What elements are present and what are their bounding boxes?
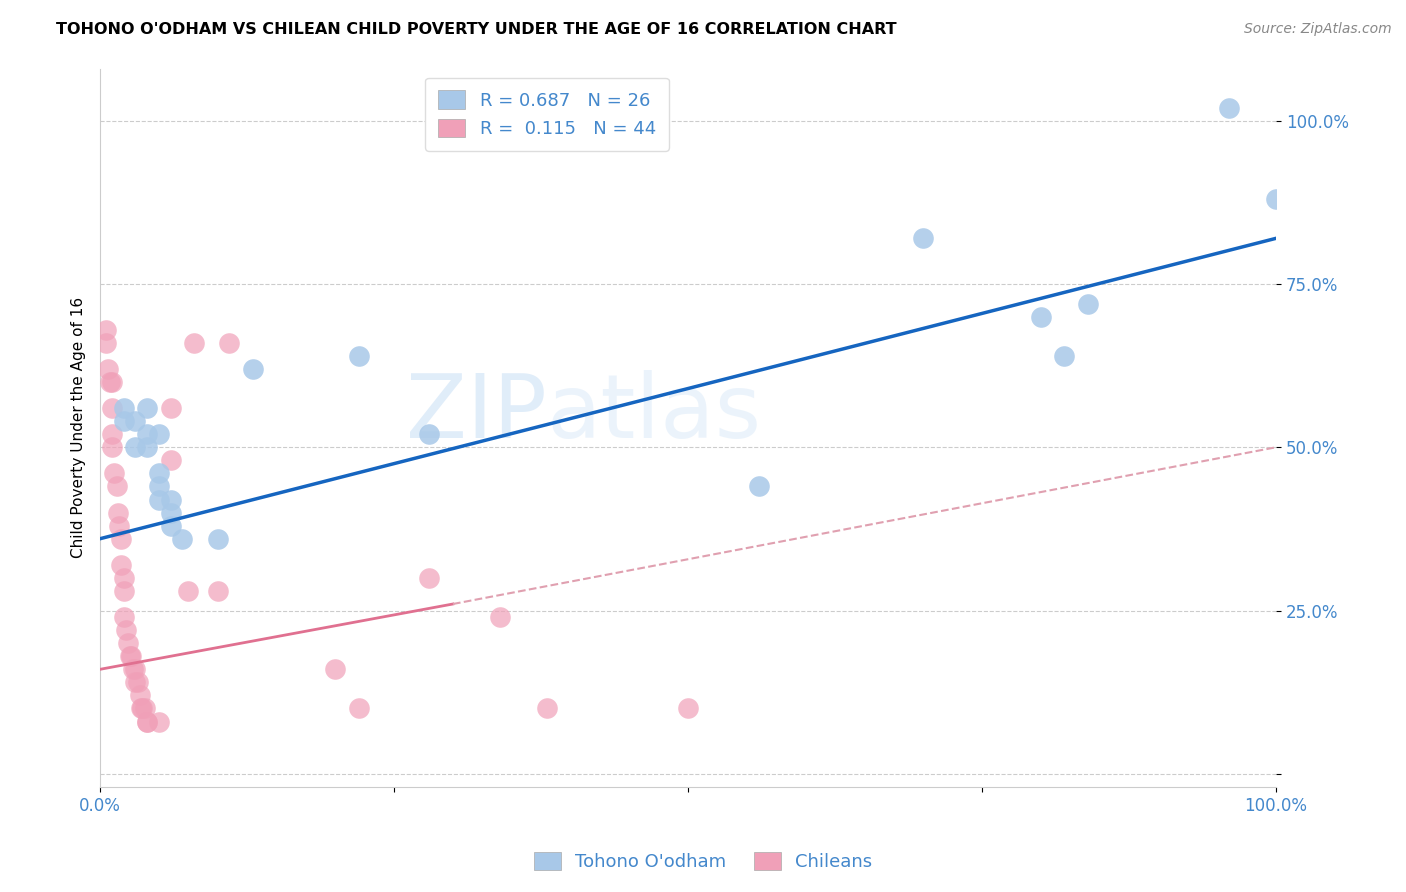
- Point: [676, 701, 699, 715]
- Point: [120, 649, 142, 664]
- Point: [347, 349, 370, 363]
- Point: [418, 571, 440, 585]
- Point: [159, 518, 181, 533]
- Point: [127, 675, 149, 690]
- Point: [136, 427, 159, 442]
- Point: [183, 335, 205, 350]
- Point: [101, 440, 124, 454]
- Point: [207, 583, 229, 598]
- Point: [172, 532, 194, 546]
- Text: atlas: atlas: [547, 370, 762, 457]
- Point: [110, 558, 132, 572]
- Text: ZIP: ZIP: [406, 370, 547, 457]
- Point: [489, 610, 512, 624]
- Point: [159, 453, 181, 467]
- Point: [418, 427, 440, 442]
- Point: [101, 401, 124, 415]
- Point: [112, 571, 135, 585]
- Point: [101, 427, 124, 442]
- Point: [105, 479, 128, 493]
- Point: [110, 532, 132, 546]
- Legend: Tohono O'odham, Chileans: Tohono O'odham, Chileans: [527, 845, 879, 879]
- Point: [177, 583, 200, 598]
- Point: [159, 401, 181, 415]
- Point: [1053, 349, 1076, 363]
- Point: [323, 662, 346, 676]
- Point: [131, 701, 153, 715]
- Y-axis label: Child Poverty Under the Age of 16: Child Poverty Under the Age of 16: [72, 297, 86, 558]
- Point: [115, 623, 138, 637]
- Point: [118, 649, 141, 664]
- Point: [136, 714, 159, 729]
- Point: [1077, 296, 1099, 310]
- Point: [124, 414, 146, 428]
- Point: [536, 701, 558, 715]
- Point: [148, 427, 170, 442]
- Point: [98, 375, 121, 389]
- Point: [136, 440, 159, 454]
- Text: TOHONO O'ODHAM VS CHILEAN CHILD POVERTY UNDER THE AGE OF 16 CORRELATION CHART: TOHONO O'ODHAM VS CHILEAN CHILD POVERTY …: [56, 22, 897, 37]
- Point: [94, 323, 117, 337]
- Point: [748, 479, 770, 493]
- Point: [347, 701, 370, 715]
- Point: [218, 335, 240, 350]
- Legend: R = 0.687   N = 26, R =  0.115   N = 44: R = 0.687 N = 26, R = 0.115 N = 44: [426, 78, 668, 151]
- Point: [159, 506, 181, 520]
- Point: [107, 506, 129, 520]
- Point: [129, 701, 152, 715]
- Point: [124, 662, 146, 676]
- Point: [136, 714, 159, 729]
- Point: [1265, 192, 1288, 206]
- Point: [112, 583, 135, 598]
- Point: [94, 335, 117, 350]
- Point: [242, 362, 264, 376]
- Point: [1029, 310, 1052, 324]
- Point: [148, 492, 170, 507]
- Point: [101, 375, 124, 389]
- Point: [159, 492, 181, 507]
- Point: [97, 362, 120, 376]
- Point: [129, 689, 152, 703]
- Point: [108, 518, 131, 533]
- Point: [122, 662, 145, 676]
- Point: [148, 714, 170, 729]
- Point: [124, 675, 146, 690]
- Point: [103, 467, 125, 481]
- Point: [134, 701, 156, 715]
- Point: [112, 414, 135, 428]
- Point: [207, 532, 229, 546]
- Point: [1218, 101, 1240, 115]
- Point: [117, 636, 139, 650]
- Point: [148, 479, 170, 493]
- Point: [136, 401, 159, 415]
- Point: [112, 401, 135, 415]
- Point: [912, 231, 935, 245]
- Text: Source: ZipAtlas.com: Source: ZipAtlas.com: [1244, 22, 1392, 37]
- Point: [148, 467, 170, 481]
- Point: [124, 440, 146, 454]
- Point: [112, 610, 135, 624]
